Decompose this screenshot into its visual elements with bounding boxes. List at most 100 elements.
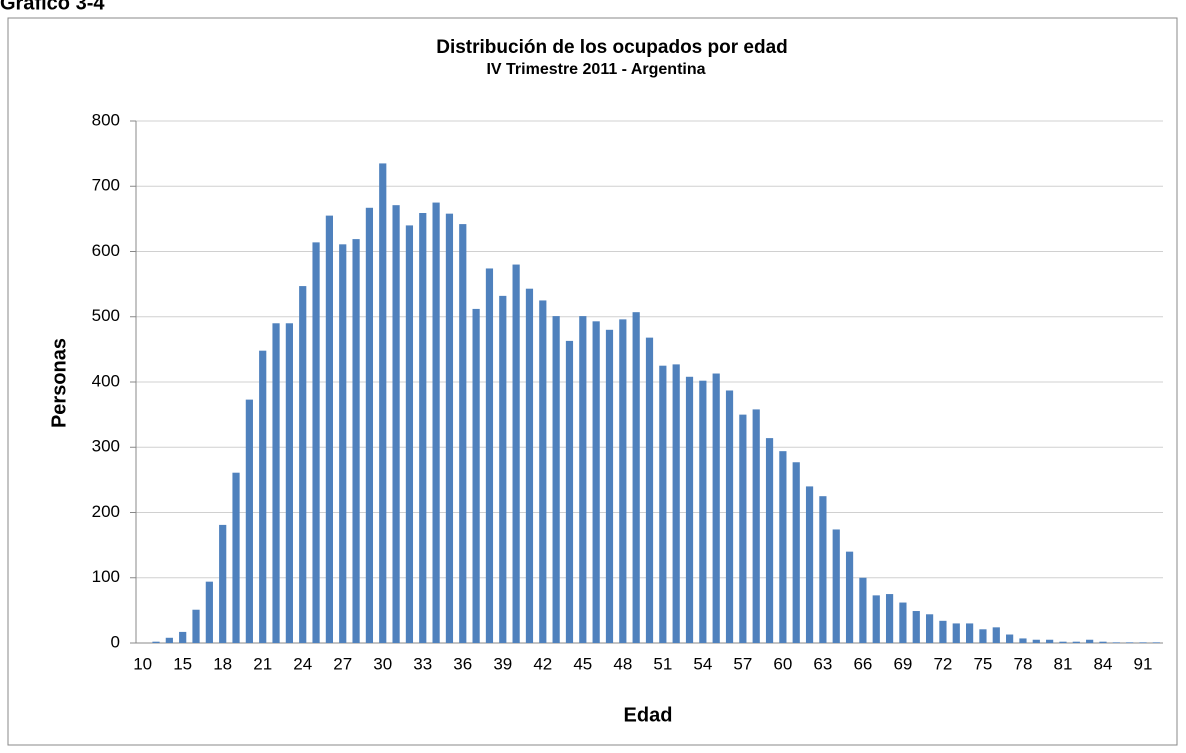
bar [152, 641, 160, 643]
bar [659, 365, 667, 643]
bar [952, 623, 960, 643]
bar [819, 496, 827, 643]
bar [592, 321, 600, 643]
x-tick-label: 91 [1134, 654, 1153, 673]
x-tick-label: 36 [453, 654, 472, 673]
y-tick-label: 0 [111, 632, 120, 651]
bar [232, 472, 240, 643]
bar [645, 337, 654, 643]
heading: Gráfico 3-4 [0, 0, 105, 14]
bar [379, 163, 387, 643]
bar [872, 595, 880, 643]
bar [525, 288, 534, 643]
bar [325, 215, 333, 644]
bar [512, 264, 520, 643]
x-tick-label: 10 [133, 654, 152, 673]
bar [1152, 642, 1160, 643]
bar [912, 611, 920, 643]
bar [605, 329, 614, 643]
bar [899, 602, 907, 643]
bar [205, 581, 213, 643]
bar [485, 268, 494, 643]
bar [552, 316, 560, 643]
y-tick-label: 100 [92, 567, 120, 586]
x-tick-label: 24 [293, 654, 312, 673]
x-tick-label: 15 [173, 654, 192, 673]
bar [1139, 642, 1147, 643]
y-tick-label: 500 [92, 306, 120, 325]
bar [672, 364, 680, 643]
x-tick-label: 75 [973, 654, 992, 673]
bar [459, 224, 467, 643]
x-tick-label: 81 [1054, 654, 1073, 673]
y-tick-label: 400 [92, 371, 120, 390]
bar [245, 399, 253, 643]
bar [859, 577, 867, 643]
bar [712, 373, 720, 643]
y-tick-label: 200 [92, 502, 120, 521]
x-axis-label: Edad [624, 704, 673, 726]
bar [179, 631, 187, 643]
x-tick-label: 21 [253, 654, 272, 673]
x-tick-label: 84 [1094, 654, 1113, 673]
bar [579, 316, 587, 643]
bar [419, 213, 427, 643]
bar [939, 620, 947, 643]
x-tick-label: 42 [533, 654, 552, 673]
bar [1046, 639, 1054, 643]
bar [739, 414, 747, 643]
bar [792, 462, 800, 643]
bar [352, 239, 360, 644]
bar [966, 623, 974, 643]
bar [725, 390, 734, 643]
bar [299, 286, 307, 643]
x-tick-label: 51 [653, 654, 672, 673]
bar [779, 451, 787, 643]
bar [405, 225, 414, 643]
bar [699, 380, 707, 643]
bar [805, 486, 814, 643]
chart-title: Distribución de los ocupados por edad [436, 37, 788, 58]
bar [339, 244, 347, 643]
bar [925, 614, 934, 643]
bar [272, 323, 280, 643]
bar [259, 350, 267, 643]
bar [1099, 641, 1107, 643]
chart-subtitle: IV Trimestre 2011 - Argentina [486, 61, 705, 78]
x-tick-label: 27 [333, 654, 352, 673]
bar [1006, 634, 1014, 643]
bar [192, 609, 200, 643]
x-tick-label: 78 [1013, 654, 1032, 673]
bar [1086, 639, 1094, 643]
bar [979, 629, 987, 643]
bar [1059, 641, 1067, 643]
x-tick-label: 66 [853, 654, 872, 673]
x-tick-label: 60 [773, 654, 792, 673]
bar [1112, 642, 1120, 643]
x-tick-label: 33 [413, 654, 432, 673]
bar [1072, 641, 1080, 643]
x-tick-label: 69 [893, 654, 912, 673]
x-tick-label: 39 [493, 654, 512, 673]
y-tick-label: 600 [92, 241, 120, 260]
bar [219, 524, 227, 643]
x-tick-label: 54 [693, 654, 712, 673]
bar [632, 312, 640, 643]
bar [472, 308, 480, 643]
bar [685, 376, 694, 643]
x-tick-label: 18 [213, 654, 232, 673]
bar [1032, 639, 1040, 643]
bar [832, 529, 840, 643]
y-tick-label: 700 [92, 176, 120, 195]
y-tick-label: 300 [92, 437, 120, 456]
x-tick-label: 30 [373, 654, 392, 673]
bar [752, 409, 760, 643]
bar [1019, 638, 1027, 643]
bar [432, 202, 440, 643]
y-tick-label: 800 [92, 110, 120, 129]
bar [165, 637, 173, 643]
bar [445, 213, 454, 643]
bar [365, 207, 374, 643]
x-tick-label: 45 [573, 654, 592, 673]
